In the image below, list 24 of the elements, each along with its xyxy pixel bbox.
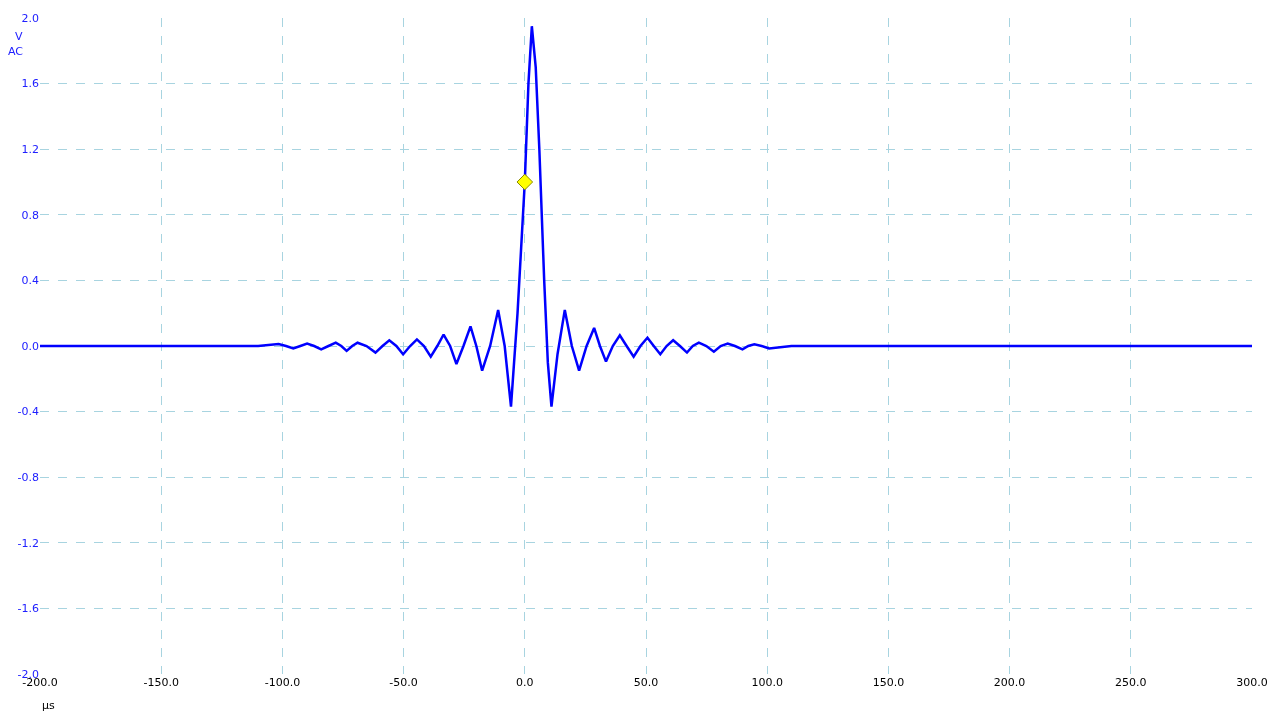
x-tick-label: 50.0 <box>633 676 659 689</box>
y-tick-label: 1.2 <box>21 143 39 157</box>
x-tick-label: -50.0 <box>389 676 418 689</box>
x-tick-label: 250.0 <box>1115 676 1147 689</box>
x-axis-title: μs <box>42 699 55 712</box>
y-tick-label: 1.6 <box>21 77 39 91</box>
x-tick-label: 150.0 <box>872 676 905 689</box>
y-tick-label: -0.8 <box>17 471 39 485</box>
y-tick-label: 2.0 <box>21 11 39 25</box>
y-tick-label: 0.0 <box>21 339 39 353</box>
y-tick-label: -1.2 <box>17 536 39 550</box>
y-tick-label: 0.8 <box>21 208 39 222</box>
x-tick-label: 0.0 <box>516 676 534 689</box>
y-axis-title: V <box>15 30 23 43</box>
x-tick-label: -150.0 <box>143 676 179 689</box>
x-tick-label: 100.0 <box>751 676 783 689</box>
y-tick-label: 0.4 <box>21 274 39 288</box>
x-tick-label: -100.0 <box>264 676 301 689</box>
x-tick-label: 300.0 <box>1236 676 1268 689</box>
text: AC <box>8 45 24 58</box>
y-tick-label: -0.4 <box>17 405 39 419</box>
y-tick-label: -1.6 <box>17 602 39 616</box>
line-series <box>40 24 1252 408</box>
x-tick-label: 200.0 <box>993 676 1026 689</box>
